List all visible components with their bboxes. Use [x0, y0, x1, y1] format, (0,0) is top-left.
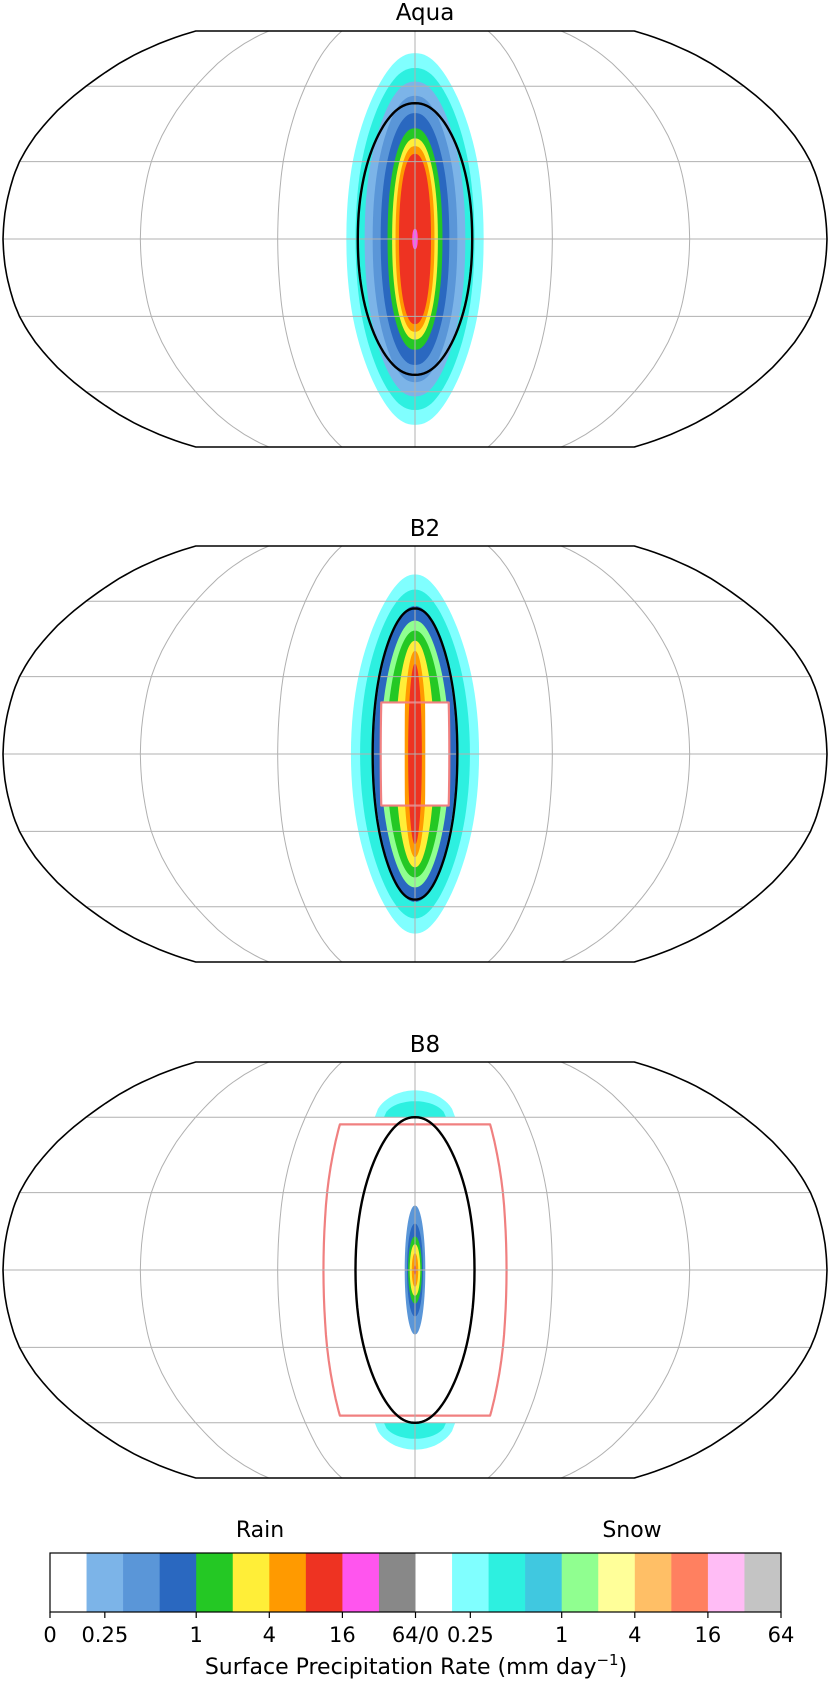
colorbar-swatch: [232, 1553, 270, 1612]
colorbar-tick-label: 1: [190, 1623, 203, 1647]
map-panel-aqua: Aqua: [2, 0, 828, 448]
contour-line: [354, 1115, 476, 1425]
map-panel-b2: B2: [2, 516, 828, 963]
map-border: [2, 30, 828, 448]
colorbar: 0 0.25 1 4 16 64/0 0.25 1 4 16 64 Rain Snow Surface P…: [43, 1518, 794, 1680]
map-panel-b8: B8: [2, 1032, 828, 1479]
colorbar-swatch: [488, 1553, 526, 1612]
contour-line: [371, 607, 459, 901]
colorbar-swatch: [598, 1553, 636, 1612]
colorbar-tick-label: 0: [43, 1623, 56, 1647]
panel-title: Aqua: [396, 0, 455, 26]
colorbar-swatch: [378, 1553, 416, 1612]
panel-title: B8: [410, 1032, 440, 1058]
colorbar-swatch: [123, 1553, 161, 1612]
panel-title: B2: [410, 516, 440, 542]
colorbar-swatch: [305, 1553, 343, 1612]
map-border: [2, 1061, 828, 1479]
rain-header: Rain: [236, 1518, 284, 1543]
colorbar-tick-label: 16: [329, 1623, 356, 1647]
colorbar-tick-label: 0.25: [81, 1623, 128, 1647]
contour-line: [356, 101, 474, 377]
colorbar-swatch: [707, 1553, 745, 1612]
land-outline: [322, 1123, 508, 1417]
colorbar-swatch: [50, 1553, 87, 1612]
colorbar-swatch: [561, 1553, 599, 1612]
map-border: [2, 545, 828, 963]
colorbar-tick-label: 16: [695, 1623, 722, 1647]
colorbar-swatch: [196, 1553, 234, 1612]
colorbar-swatch: [86, 1553, 124, 1612]
colorbar-swatch: [269, 1553, 307, 1612]
colorbar-tick-label: 64/0: [392, 1623, 439, 1647]
land-outline: [379, 701, 451, 807]
colorbar-tick-label: 4: [628, 1623, 641, 1647]
colorbar-tick-label: 1: [555, 1623, 568, 1647]
map-panels: Aqua B2 B8: [2, 0, 828, 1479]
colorbar-swatch: [671, 1553, 709, 1612]
colorbar-tick-label: 4: [263, 1623, 276, 1647]
snow-header: Snow: [602, 1518, 661, 1543]
colorbar-swatch: [415, 1553, 453, 1612]
colorbar-swatch: [744, 1553, 782, 1612]
colorbar-swatch: [525, 1553, 563, 1612]
colorbar-tick-label: 0.25: [447, 1623, 494, 1647]
colorbar-axis-label: Surface Precipitation Rate (mm day−1): [205, 1651, 627, 1680]
colorbar-swatch: [342, 1553, 380, 1612]
colorbar-tick-label: 64: [768, 1623, 795, 1647]
colorbar-swatch: [452, 1553, 489, 1612]
colorbar-swatch: [634, 1553, 672, 1612]
colorbar-swatch: [159, 1553, 197, 1612]
